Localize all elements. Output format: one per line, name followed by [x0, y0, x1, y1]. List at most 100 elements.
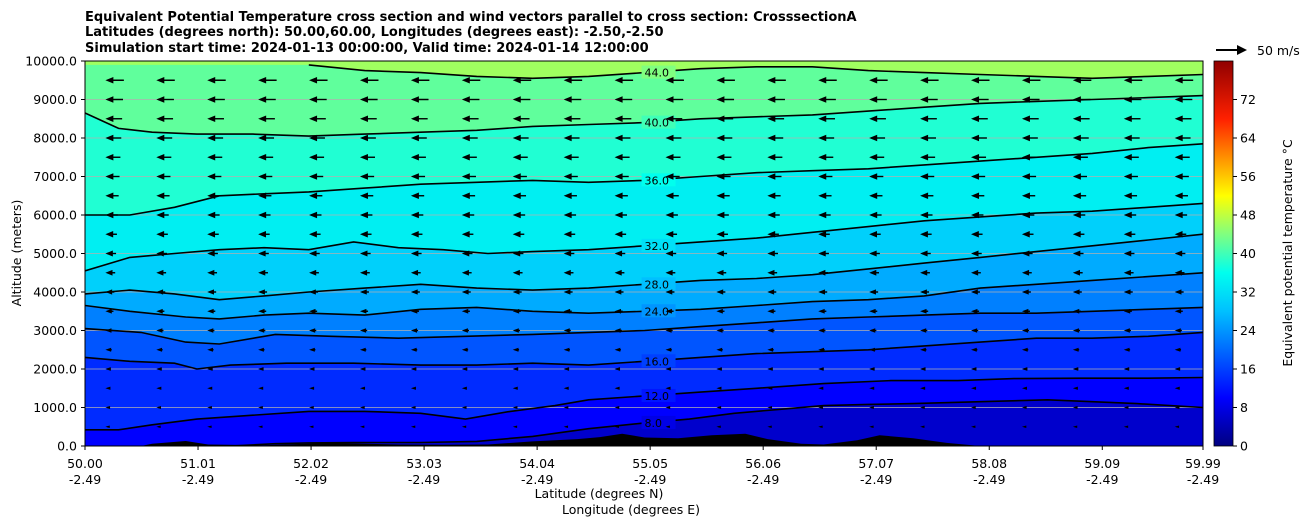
- contour-lines: 8.0 12.0 16.0 24.0 28.0 32.0 36.0 40.0 44.0: [85, 64, 1203, 446]
- fill-band: [85, 399, 1203, 446]
- x-tick-label: 53.03: [406, 456, 442, 471]
- wind-vector-head: [665, 289, 673, 295]
- wind-vector-head: [563, 211, 572, 219]
- wind-vector-head: [105, 250, 113, 257]
- wind-vector-head: [1123, 211, 1132, 219]
- x-tick-label: 57.07: [858, 456, 894, 471]
- wind-vector-head: [971, 386, 977, 390]
- y-tick-label: 3000.0: [33, 323, 77, 338]
- wind-vector-head: [1072, 231, 1081, 238]
- wind-vector-head: [410, 367, 417, 371]
- wind-vector-head: [309, 192, 318, 200]
- wind-vector-head: [359, 425, 365, 429]
- wind-vector-head: [156, 386, 162, 390]
- wind-vector-head: [818, 250, 826, 257]
- wind-key-label: 50 m/s: [1257, 43, 1300, 58]
- y-tick-label: 0.0: [57, 439, 77, 454]
- wind-vector-head: [1072, 289, 1080, 295]
- wind-vector-head: [461, 289, 469, 295]
- title-line-2: Latitudes (degrees north): 50.00,60.00, …: [85, 25, 664, 40]
- wind-vector-head: [665, 347, 672, 352]
- x-tick-label-lon: -2.49: [521, 472, 553, 487]
- wind-vector-head: [767, 347, 774, 352]
- wind-vector-head: [767, 96, 776, 103]
- wind-vector-head: [614, 328, 621, 333]
- wind-vector-head: [309, 153, 318, 161]
- wind-vector-head: [359, 153, 368, 161]
- wind-vector-head: [207, 406, 212, 409]
- wind-vector-head: [309, 425, 314, 429]
- wind-vector-head: [410, 269, 419, 276]
- wind-vector-head: [512, 96, 521, 103]
- wind-vector-head: [156, 76, 165, 84]
- wind-vector-head: [1123, 96, 1132, 103]
- wind-vector-head: [818, 328, 825, 333]
- wind-vector-head: [1072, 328, 1079, 333]
- wind-vector-head: [1021, 76, 1030, 84]
- y-tick-label: 7000.0: [33, 169, 77, 184]
- wind-vector-head: [309, 211, 318, 219]
- wind-vector-head: [461, 425, 467, 429]
- wind-vector-head: [869, 425, 874, 429]
- wind-vector-head: [1174, 173, 1183, 180]
- wind-vector-head: [156, 425, 161, 429]
- wind-vector-head: [563, 367, 570, 371]
- wind-vector-head: [818, 173, 827, 180]
- x-tick-label-lon: -2.49: [295, 472, 327, 487]
- wind-vector-head: [105, 269, 113, 276]
- wind-vector-head: [767, 211, 776, 219]
- x-axis-label-2: Longitude (degrees E): [562, 502, 700, 517]
- contour-line: [85, 331, 1203, 370]
- wind-vector-head: [512, 173, 521, 180]
- wind-vector-head: [869, 386, 875, 390]
- wind-vector-head: [512, 328, 519, 333]
- wind-vector-head: [156, 173, 165, 180]
- wind-vector-head: [818, 308, 825, 314]
- wind-vector-head: [1174, 250, 1183, 257]
- wind-vector-head: [665, 328, 672, 333]
- wind-vector-head: [767, 250, 775, 257]
- terrain: [85, 433, 1203, 446]
- contour-label: 24.0: [645, 305, 670, 318]
- wind-vector-head: [767, 173, 776, 180]
- wind-vector-head: [1174, 76, 1183, 84]
- contour-label-bg: [641, 65, 676, 79]
- wind-vector-head: [665, 115, 674, 123]
- wind-vector-head: [767, 269, 775, 276]
- wind-vector-head: [105, 173, 114, 180]
- y-axis: 0.0 1000.0 2000.0 3000.0 4000.0 5000.0 6000.0 7…: [25, 54, 85, 454]
- wind-vector-head: [869, 406, 874, 409]
- wind-vector-head: [1123, 173, 1132, 180]
- wind-vector-head: [818, 192, 827, 200]
- wind-vector-head: [716, 289, 724, 295]
- wind-vector-head: [1072, 153, 1081, 161]
- wind-vector-head: [665, 386, 671, 390]
- wind-vector-head: [359, 386, 366, 390]
- wind-vector-head: [920, 367, 926, 371]
- wind-vector-head: [258, 425, 263, 429]
- wind-vector-head: [105, 289, 113, 295]
- wind-vector-head: [156, 308, 163, 314]
- wind-vector-head: [716, 173, 725, 180]
- wind-vector-head: [461, 153, 470, 161]
- wind-vector-head: [1174, 328, 1181, 333]
- wind-vector-head: [105, 211, 114, 219]
- wind-vector-head: [359, 328, 367, 333]
- wind-vector-head: [1021, 250, 1030, 257]
- wind-vector-head: [410, 250, 419, 257]
- wind-vector-head: [716, 153, 725, 161]
- contour-line: [85, 272, 1203, 320]
- wind-vector-head: [1174, 192, 1183, 200]
- wind-vector-head: [207, 367, 213, 371]
- wind-vector-head: [1123, 76, 1132, 84]
- wind-vector-head: [1021, 173, 1030, 180]
- wind-vector-head: [461, 406, 467, 409]
- wind-vector-head: [156, 96, 165, 103]
- x-tick-label: 52.02: [293, 456, 329, 471]
- wind-vector-head: [156, 115, 165, 123]
- wind-vector-head: [359, 76, 368, 84]
- wind-vector-head: [309, 347, 315, 352]
- wind-vector-head: [359, 134, 368, 142]
- wind-vector-head: [461, 96, 470, 103]
- wind-vector-head: [258, 308, 265, 314]
